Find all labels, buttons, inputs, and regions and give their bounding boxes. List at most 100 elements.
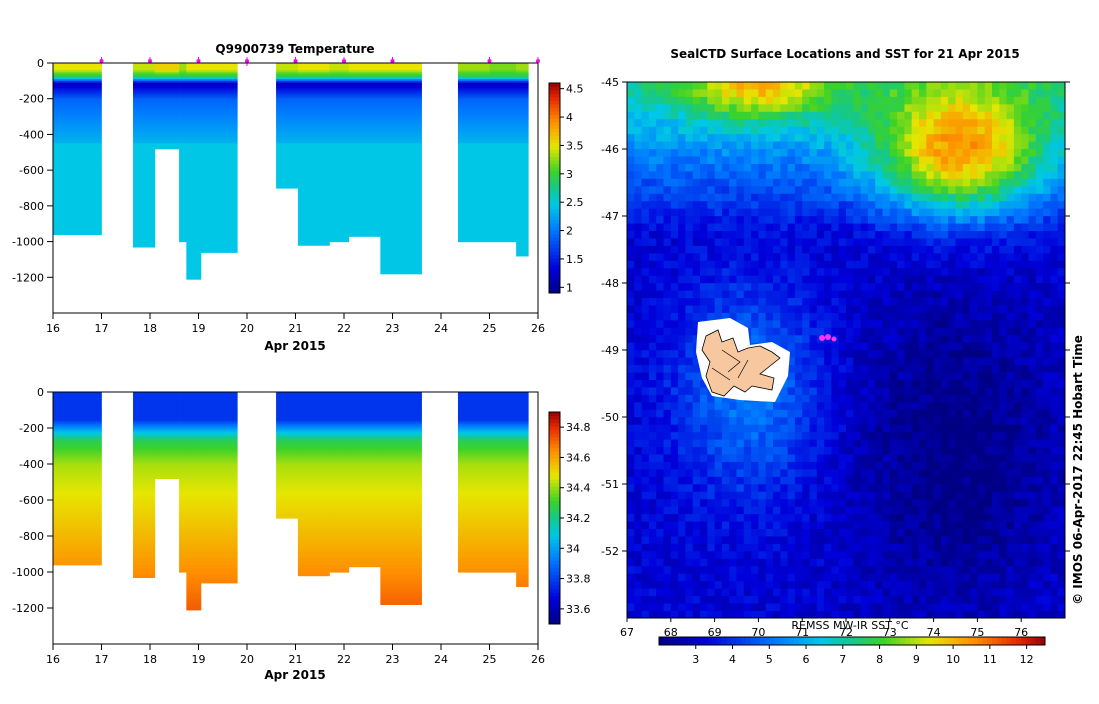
sst-cell <box>1014 283 1022 291</box>
sst-cell <box>875 97 883 105</box>
sst-cell <box>649 97 657 105</box>
sst-cell <box>693 209 701 217</box>
sst-cell <box>766 253 774 261</box>
sst-cell <box>1029 216 1037 224</box>
sst-cell <box>766 97 774 105</box>
sst-cell <box>853 209 861 217</box>
sst-cell <box>817 149 825 157</box>
colorbar-segment <box>549 430 560 434</box>
sst-cell <box>1058 209 1066 217</box>
sst-cell <box>715 298 723 306</box>
sst-cell <box>1036 283 1044 291</box>
sst-cell <box>948 127 956 135</box>
sst-cell <box>715 238 723 246</box>
sst-cell <box>780 164 788 172</box>
sst-cell <box>868 112 876 120</box>
sst-cell <box>1014 298 1022 306</box>
sst-cell <box>656 89 664 97</box>
sst-cell <box>1050 82 1058 90</box>
sst-cell <box>722 224 730 232</box>
sst-cell <box>1014 246 1022 254</box>
sst-cell <box>934 268 942 276</box>
sst-cell <box>1050 186 1058 194</box>
sst-cell <box>664 291 672 299</box>
sst-cell <box>685 246 693 254</box>
sst-cell <box>992 238 1000 246</box>
sst-cell <box>853 313 861 321</box>
sst-cell <box>890 97 898 105</box>
sst-cell <box>831 82 839 90</box>
sst-cell <box>642 306 650 314</box>
sst-cell <box>685 97 693 105</box>
sst-cell <box>824 134 832 142</box>
sst-cell <box>831 89 839 97</box>
sst-cell <box>868 104 876 112</box>
sst-cell <box>977 238 985 246</box>
sst-cell <box>970 238 978 246</box>
sst-cell <box>671 298 679 306</box>
sst-cell <box>970 268 978 276</box>
sst-cell <box>1058 201 1066 209</box>
colorbar-segment <box>549 472 560 476</box>
sst-cell <box>941 112 949 120</box>
sst-cell <box>795 306 803 314</box>
sst-cell <box>671 142 679 150</box>
sst-cell <box>766 142 774 150</box>
profile-cell <box>298 243 330 245</box>
sst-cell <box>773 238 781 246</box>
sst-cell <box>868 291 876 299</box>
sst-cell <box>941 283 949 291</box>
sst-cell <box>883 261 891 269</box>
sst-cell <box>634 104 642 112</box>
sst-cell <box>795 134 803 142</box>
sst-cell <box>634 261 642 269</box>
sst-cell <box>634 283 642 291</box>
sst-cell <box>751 127 759 135</box>
sst-cell <box>817 201 825 209</box>
profile-cell <box>201 251 238 253</box>
sst-cell <box>627 171 635 179</box>
sst-cell <box>1065 224 1073 232</box>
sst-cell <box>1007 209 1015 217</box>
sst-cell <box>853 268 861 276</box>
sst-cell <box>737 164 745 172</box>
sst-cell <box>846 291 854 299</box>
sst-cell <box>992 276 1000 284</box>
colorbar-segment <box>549 451 560 455</box>
sst-cell <box>912 276 920 284</box>
sst-cell <box>963 276 971 284</box>
sst-cell <box>897 127 905 135</box>
sst-cell <box>817 246 825 254</box>
sst-cell <box>758 186 766 194</box>
colorbar-tick-label: 4.5 <box>566 83 584 96</box>
sst-cell <box>890 268 898 276</box>
sst-cell <box>766 231 774 239</box>
x-tick-label: 24 <box>434 653 448 666</box>
sst-cell <box>700 149 708 157</box>
sst-cell <box>1007 127 1015 135</box>
sst-cell <box>883 306 891 314</box>
sst-cell <box>649 246 657 254</box>
sst-cell <box>678 164 686 172</box>
sst-cell <box>1065 283 1073 291</box>
sst-cell <box>693 149 701 157</box>
sst-cell <box>883 89 891 97</box>
sst-cell <box>919 201 927 209</box>
sst-cell <box>963 119 971 127</box>
sst-cell <box>795 171 803 179</box>
colorbar-segment <box>549 276 560 280</box>
sst-cell <box>934 134 942 142</box>
sst-cell <box>1029 89 1037 97</box>
sst-cell <box>992 164 1000 172</box>
sst-cell <box>868 171 876 179</box>
sst-cell <box>671 179 679 187</box>
sst-cell <box>795 283 803 291</box>
sst-cell <box>737 194 745 202</box>
sst-cell <box>846 276 854 284</box>
sst-cell <box>766 276 774 284</box>
sst-cell <box>751 253 759 261</box>
sst-cell <box>839 306 847 314</box>
sst-cell <box>926 246 934 254</box>
sst-cell <box>649 134 657 142</box>
sst-cell <box>941 89 949 97</box>
